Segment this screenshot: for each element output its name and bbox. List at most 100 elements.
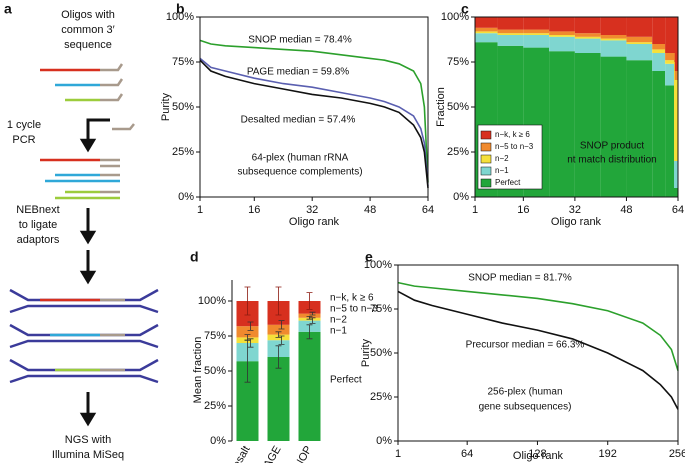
error-bar bbox=[309, 317, 316, 324]
x-tick-label: 1 bbox=[197, 204, 203, 216]
area-segment bbox=[475, 31, 498, 34]
y-tick-label: 0% bbox=[210, 435, 226, 447]
legend-label: n−2 bbox=[495, 154, 509, 163]
legend-label: Perfect bbox=[495, 178, 521, 187]
y-axis-label: Mean fraction bbox=[192, 337, 204, 404]
line bbox=[397, 281, 679, 371]
line bbox=[199, 39, 429, 183]
area-segment bbox=[549, 17, 575, 32]
y-tick-label: 50% bbox=[172, 101, 194, 113]
annotation: 256-plex (human bbox=[487, 387, 562, 398]
y-tick-label: 100% bbox=[198, 295, 226, 307]
diagram-text: Oligos with bbox=[61, 9, 115, 21]
diagram-text: NEBnext bbox=[16, 204, 59, 216]
error-bar bbox=[275, 286, 282, 316]
plot-frame bbox=[199, 16, 429, 198]
legend-label: Perfect bbox=[330, 375, 362, 386]
diagram-text: Illumina MiSeq bbox=[52, 449, 124, 461]
x-tick-label: 32 bbox=[569, 204, 581, 216]
x-tick-label: 48 bbox=[364, 204, 376, 216]
legend-swatch bbox=[480, 154, 492, 164]
x-tick-label: 16 bbox=[248, 204, 260, 216]
x-tick-label: SNOP bbox=[289, 444, 315, 463]
area-segment bbox=[523, 33, 550, 35]
area-segment bbox=[600, 40, 627, 57]
x-tick-label: 1 bbox=[472, 204, 478, 216]
legend-label: n−5 to n−3 bbox=[495, 142, 534, 151]
diagram-text: PCR bbox=[12, 134, 35, 146]
y-tick-label: 100% bbox=[166, 11, 194, 23]
area-segment bbox=[665, 85, 675, 197]
panel-label: b bbox=[176, 1, 185, 17]
annotation: 64-plex (human rRNA bbox=[252, 153, 349, 164]
area-segment bbox=[674, 188, 678, 197]
x-tick-label: PAGE bbox=[258, 444, 283, 463]
error-bar bbox=[306, 316, 313, 320]
legend-swatch bbox=[480, 142, 492, 152]
area-segment bbox=[523, 17, 550, 30]
x-tick-label: 64 bbox=[461, 448, 473, 460]
line bbox=[199, 57, 429, 187]
diagram-shapes bbox=[9, 63, 159, 427]
area-segment bbox=[665, 53, 675, 61]
y-tick-label: 50% bbox=[370, 347, 392, 359]
x-tick-label: Desalt bbox=[227, 444, 253, 463]
x-axis-label: Oligo rank bbox=[551, 216, 602, 228]
y-tick-label: 25% bbox=[204, 400, 226, 412]
area-segment bbox=[626, 17, 653, 37]
area-segment bbox=[497, 17, 524, 30]
y-tick-label: 100% bbox=[364, 259, 392, 271]
error-bar bbox=[275, 345, 282, 369]
diagram-text: adaptors bbox=[17, 234, 60, 246]
panel-label: c bbox=[461, 1, 469, 17]
x-tick-label: 32 bbox=[306, 204, 318, 216]
y-tick-label: 75% bbox=[172, 56, 194, 68]
bar-segment bbox=[236, 326, 259, 338]
y-tick-label: 25% bbox=[172, 146, 194, 158]
error-bar bbox=[309, 311, 316, 316]
area-segment bbox=[475, 33, 498, 43]
annotation: PAGE median = 59.8% bbox=[247, 67, 349, 78]
panel-label: e bbox=[365, 249, 373, 265]
area-segment bbox=[574, 36, 601, 39]
line bbox=[397, 290, 679, 410]
area-segment bbox=[665, 60, 675, 64]
legend-label: n−2 bbox=[330, 315, 347, 326]
area-segment bbox=[626, 36, 653, 43]
x-tick-label: 1 bbox=[395, 448, 401, 460]
annotation: subsequence complements) bbox=[237, 167, 362, 178]
error-bar bbox=[306, 292, 313, 310]
annotation: Precursor median = 66.3% bbox=[466, 340, 585, 351]
panel-label: d bbox=[190, 249, 199, 265]
plot-frame bbox=[474, 16, 679, 198]
y-tick-label: 75% bbox=[370, 303, 392, 315]
area-segment bbox=[600, 35, 627, 39]
y-tick-label: 25% bbox=[447, 146, 469, 158]
area-segment bbox=[652, 53, 666, 71]
diagram-text: common 3′ bbox=[61, 24, 114, 36]
y-tick-label: 100% bbox=[441, 11, 469, 23]
area-segment bbox=[674, 161, 678, 188]
error-bar bbox=[306, 324, 313, 340]
error-bar bbox=[247, 321, 254, 331]
y-tick-label: 0% bbox=[453, 191, 469, 203]
x-tick-label: 48 bbox=[620, 204, 632, 216]
legend-label: n−1 bbox=[330, 326, 347, 337]
legend-swatch bbox=[480, 178, 492, 188]
legend-label: n−1 bbox=[495, 166, 509, 175]
error-bar bbox=[244, 286, 251, 316]
area-segment bbox=[549, 51, 575, 198]
area-segment bbox=[574, 38, 601, 53]
area-segment bbox=[600, 17, 627, 35]
area-segment bbox=[523, 29, 550, 34]
legend-label: n−5 to n−3 bbox=[330, 304, 378, 315]
area-segment bbox=[652, 17, 666, 44]
area-segment bbox=[475, 17, 498, 28]
bar-segment bbox=[267, 324, 290, 335]
x-tick-label: 64 bbox=[672, 204, 684, 216]
area-segment bbox=[475, 27, 498, 32]
area-segment bbox=[574, 33, 601, 37]
legend-swatch bbox=[480, 130, 492, 140]
error-bar bbox=[275, 331, 282, 338]
legend-label: n−k, k ≥ 6 bbox=[495, 130, 530, 139]
